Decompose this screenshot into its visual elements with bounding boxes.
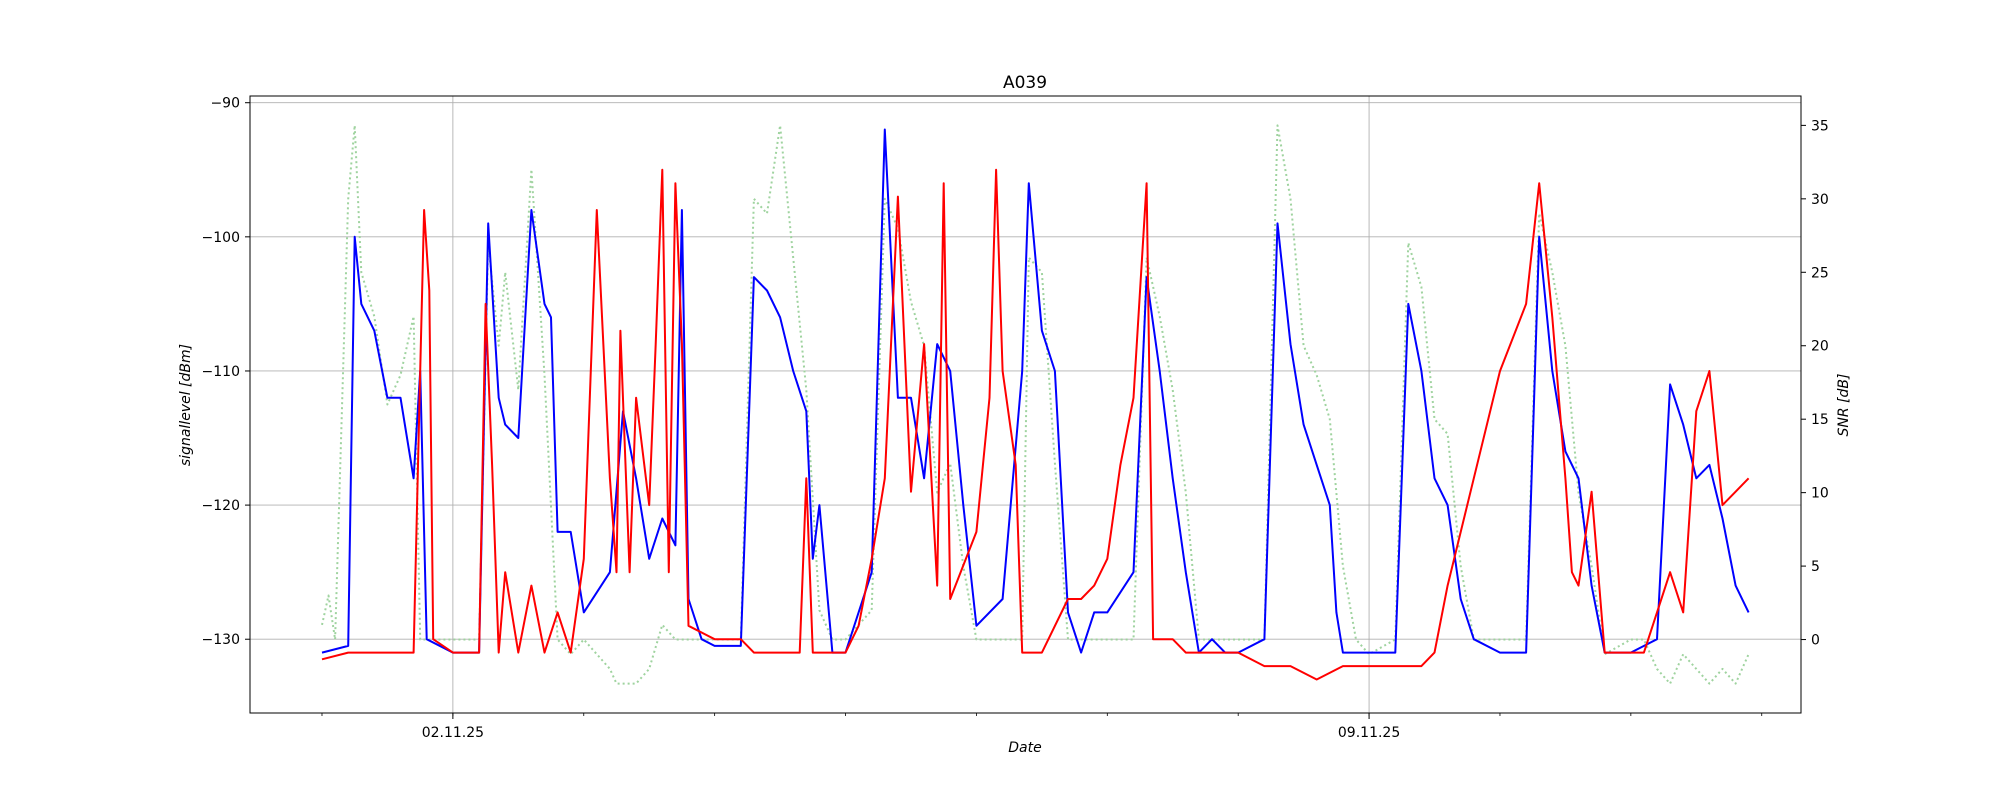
x-axis: 02.11.25 09.11.25 [321,713,1763,741]
left-y-tick-label: −110 [202,364,240,380]
plot-background [250,96,1801,713]
right-y-tick-label: 10 [1811,486,1829,502]
right-y-tick-label: 15 [1811,412,1829,428]
left-y-tick-label: −120 [202,498,240,514]
grid-lines [250,96,1801,713]
x-tick-label: 09.11.25 [1338,725,1400,741]
chart-title: A039 [1003,73,1047,93]
right-y-tick-label: 20 [1811,339,1829,355]
series-group [321,124,1750,685]
snr-series-line [321,124,1750,685]
right-y-tick-label: 0 [1811,633,1820,649]
right-y-axis: 0 5 10 15 20 25 30 35 [1801,118,1829,649]
left-y-tick-label: −90 [210,96,240,112]
left-y-axis: −130 −120 −110 −100 −90 [202,96,250,648]
plot-frame [249,95,1802,714]
left-y-axis-label: signallevel [dBm] [178,344,194,466]
x-tick-label: 02.11.25 [422,725,484,741]
right-y-tick-label: 30 [1811,192,1829,208]
right-y-tick-label: 25 [1811,265,1829,281]
right-y-tick-label: 35 [1811,118,1829,134]
blue-signal-series-line [321,128,1750,654]
right-y-tick-label: 5 [1811,559,1820,575]
left-y-tick-label: −100 [202,230,240,246]
red-signal-series-line [321,168,1750,681]
right-y-axis-label: SNR [dB] [1836,374,1852,437]
x-axis-label: Date [1008,740,1041,756]
left-y-tick-label: −130 [202,632,240,648]
